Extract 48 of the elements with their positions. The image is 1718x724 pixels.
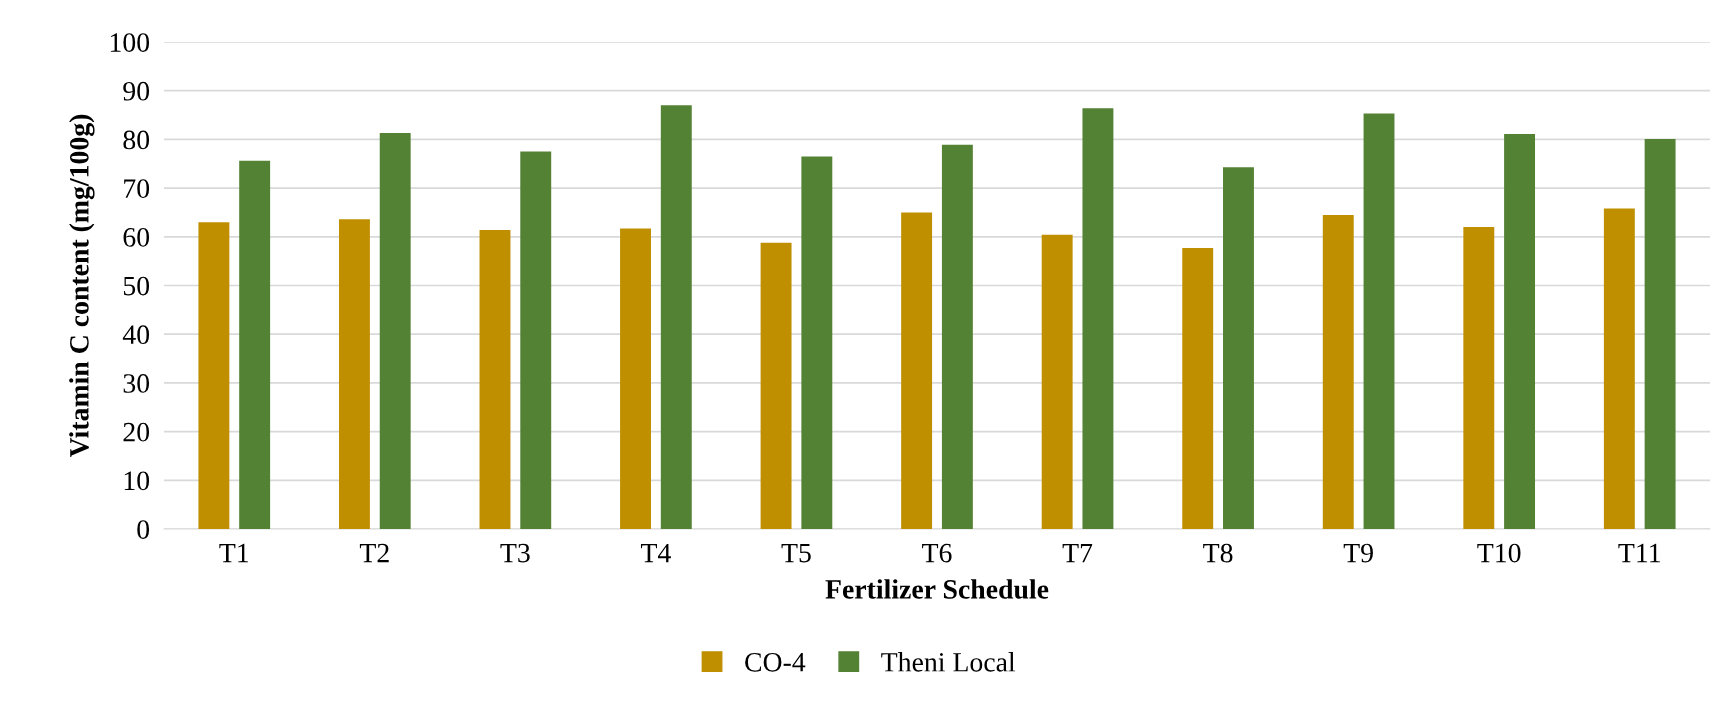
y-axis-title: Vitamin C content (mg/100g): [69, 114, 95, 458]
bar: [760, 242, 792, 529]
y-tick-label: 20: [123, 422, 150, 442]
bar: [1082, 108, 1114, 529]
bar: [379, 133, 411, 529]
bar: [520, 151, 552, 529]
y-tick-label: 30: [123, 374, 150, 393]
bar: [1644, 138, 1676, 529]
x-tick-label: T3: [500, 543, 530, 563]
bar: [1223, 167, 1254, 529]
x-tick-label: T11: [1618, 543, 1660, 563]
x-tick-label: T8: [1203, 543, 1233, 563]
y-tick-label: 100: [110, 33, 150, 52]
bar: [1041, 234, 1073, 529]
x-tick-label: T4: [640, 543, 671, 563]
bar: [1363, 113, 1395, 529]
bar: [239, 160, 271, 529]
bar: [479, 229, 511, 529]
y-tick-label: 40: [122, 325, 150, 345]
x-tick-label: T9: [1343, 543, 1373, 563]
y-tick-label: 70: [124, 179, 150, 199]
x-tick-label: T6: [922, 543, 952, 563]
y-tick-label: 10: [124, 471, 150, 491]
x-tick-label: T7: [1062, 543, 1093, 563]
legend-label: CO-4: [745, 652, 806, 672]
bar: [901, 212, 933, 529]
bar: [338, 219, 370, 529]
y-tick-label: 0: [137, 520, 150, 539]
bar: [1182, 248, 1214, 529]
x-tick-label: T1: [219, 543, 249, 563]
bar: [801, 156, 833, 529]
x-axis-title: Fertilizer Schedule: [825, 579, 1049, 599]
x-tick-label: T2: [359, 543, 389, 563]
bar: [620, 228, 651, 529]
bar: [1603, 208, 1635, 529]
bar: [1322, 214, 1354, 529]
bar: [1504, 134, 1536, 529]
x-tick-label: T10: [1477, 543, 1521, 563]
y-tick-label: 50: [123, 276, 150, 296]
y-tick-label: 80: [123, 130, 150, 150]
legend-label: Theni Local: [881, 652, 1016, 672]
y-tick-label: 90: [123, 81, 150, 101]
bar: [660, 105, 692, 529]
x-tick-label: T5: [781, 543, 811, 563]
y-tick-label: 60: [123, 227, 150, 247]
bar: [1463, 227, 1495, 529]
bar: [198, 222, 230, 529]
bar: [941, 144, 973, 529]
